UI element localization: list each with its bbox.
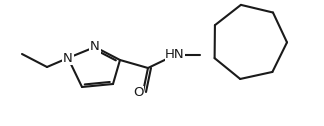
Text: O: O — [133, 87, 143, 100]
Text: HN: HN — [165, 49, 185, 61]
Text: N: N — [90, 40, 100, 54]
Text: N: N — [63, 52, 73, 65]
